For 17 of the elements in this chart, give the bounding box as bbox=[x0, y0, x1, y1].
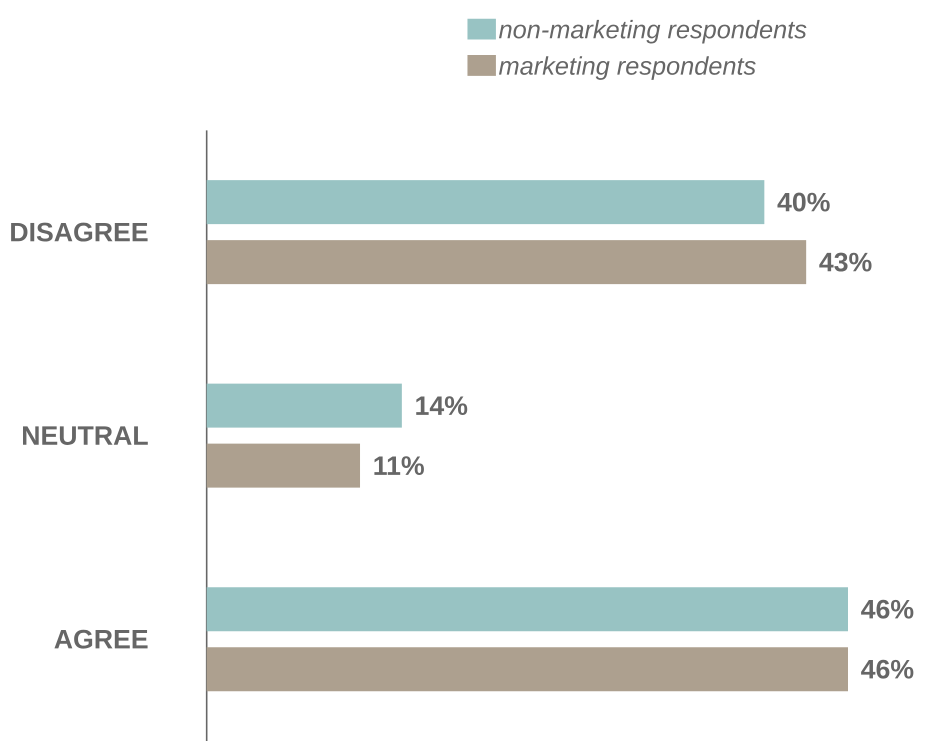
bar bbox=[206, 180, 764, 224]
bar bbox=[206, 240, 806, 284]
y-tick-label: DISAGREE bbox=[11, 222, 148, 242]
data-label: 46% bbox=[861, 660, 914, 679]
bar bbox=[206, 647, 848, 692]
data-label: 46% bbox=[861, 600, 914, 619]
data-label: 43% bbox=[819, 252, 872, 272]
y-tick-label: NEUTRAL bbox=[23, 426, 148, 445]
y-tick-label: AGREE bbox=[54, 630, 148, 649]
data-label: 11% bbox=[374, 456, 424, 476]
legend-label: marketing respondents bbox=[499, 56, 756, 80]
bar bbox=[206, 384, 402, 428]
bar bbox=[206, 444, 360, 488]
bar bbox=[206, 587, 848, 632]
legend-label: non-marketing respondents bbox=[499, 20, 806, 44]
data-label: 40% bbox=[777, 192, 830, 212]
data-label: 14% bbox=[416, 396, 468, 416]
